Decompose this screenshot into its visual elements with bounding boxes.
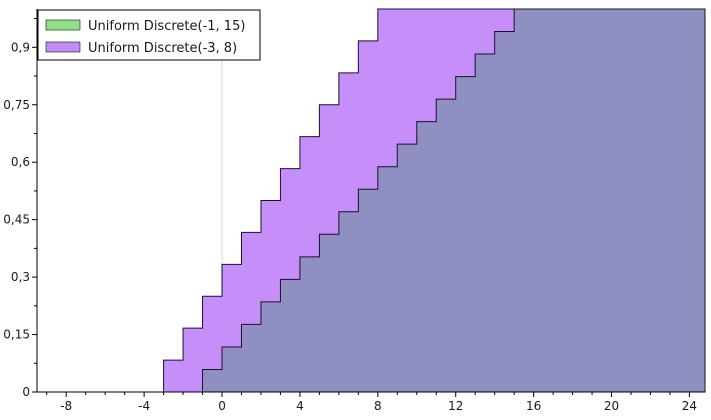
y-tick-label: 0,9 bbox=[11, 40, 30, 54]
axes bbox=[36, 9, 705, 393]
x-tick-label: 12 bbox=[448, 399, 463, 413]
x-tick-label: -8 bbox=[60, 399, 72, 413]
y-tick-label: 0,45 bbox=[3, 213, 30, 227]
series-areas bbox=[163, 8, 706, 393]
y-tick-label: 0,75 bbox=[3, 98, 30, 112]
y-tick-label: 0,15 bbox=[3, 328, 30, 342]
x-tick-label: 4 bbox=[296, 399, 304, 413]
legend-label-series-2: Uniform Discrete(-3, 8) bbox=[88, 41, 237, 56]
x-tick-label: 0 bbox=[218, 399, 226, 413]
y-tick-label: 0 bbox=[22, 385, 30, 399]
legend-swatch-series-2 bbox=[45, 41, 81, 53]
legend: Uniform Discrete(-1, 15) Uniform Discret… bbox=[37, 9, 261, 61]
x-tick-label: -4 bbox=[138, 399, 150, 413]
series-area-1 bbox=[202, 8, 706, 393]
legend-swatch-series-1 bbox=[45, 19, 81, 31]
x-tick-label: 24 bbox=[682, 399, 697, 413]
legend-label-series-1: Uniform Discrete(-1, 15) bbox=[88, 19, 245, 34]
x-tick-label: 8 bbox=[374, 399, 382, 413]
x-tick-label: 16 bbox=[526, 399, 541, 413]
x-tick-label: 20 bbox=[604, 399, 619, 413]
y-tick-label: 0,6 bbox=[11, 155, 30, 169]
x-axis-ticks: -8 -4 0 4 8 12 16 20 24 bbox=[46, 392, 697, 413]
y-tick-label: 0,3 bbox=[11, 270, 30, 284]
y-axis-ticks: 0 0,15 0,3 0,45 0,6 0,75 0,9 bbox=[3, 18, 37, 399]
